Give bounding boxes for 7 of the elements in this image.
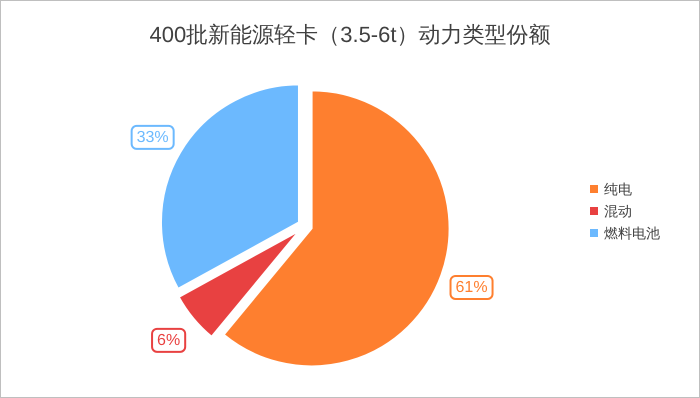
legend-label: 混动 <box>604 203 632 219</box>
data-label: 33% <box>136 128 169 146</box>
data-label: 61% <box>456 278 488 296</box>
data-label: 6% <box>157 332 180 349</box>
chart-title: 400批新能源轻卡（3.5-6t）动力类型份额 <box>150 22 550 47</box>
legend-label: 燃料电池 <box>604 225 660 241</box>
legend-label: 纯电 <box>604 181 632 197</box>
